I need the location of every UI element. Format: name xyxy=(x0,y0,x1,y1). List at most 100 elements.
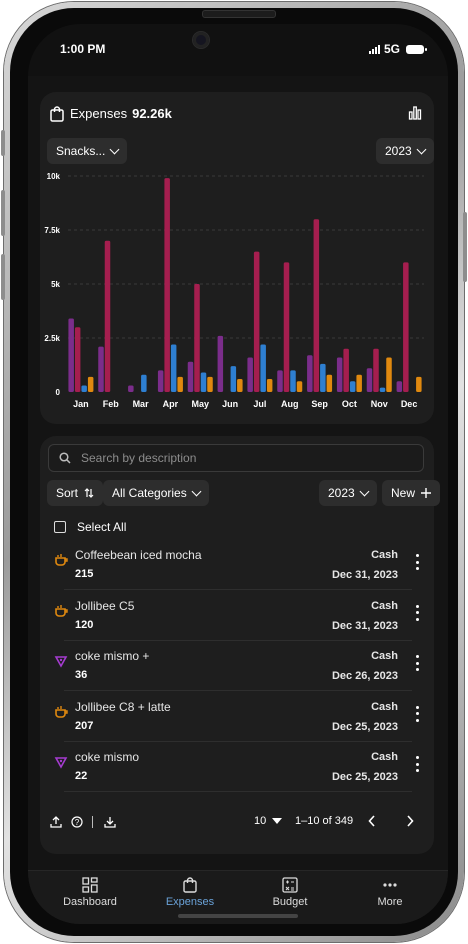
expense-amount: 215 xyxy=(75,568,94,580)
list-item[interactable]: Jollibee C5 120 Cash Dec 31, 2023 xyxy=(50,591,422,641)
bar xyxy=(230,366,237,392)
row-menu-icon[interactable] xyxy=(412,754,422,774)
screen: 1:00 PM 5G Expenses 92.26k xyxy=(28,24,448,924)
list-item[interactable]: coke mismo + 36 Cash Dec 26, 2023 xyxy=(50,641,422,691)
list-year-label: 2023 xyxy=(328,486,355,500)
bar xyxy=(277,370,283,392)
bar xyxy=(379,387,386,392)
select-all-checkbox[interactable] xyxy=(54,521,66,533)
more-icon xyxy=(383,883,397,887)
bar xyxy=(307,355,313,392)
y-tick-label: 10k xyxy=(47,172,61,181)
help-icon[interactable]: ? xyxy=(71,816,83,828)
prev-page-icon[interactable] xyxy=(368,815,376,827)
nav-expenses-label: Expenses xyxy=(165,896,215,908)
nav-expenses[interactable]: Expenses xyxy=(145,877,235,908)
bar xyxy=(290,370,296,392)
bar xyxy=(170,344,177,392)
bar xyxy=(217,335,224,392)
list-item[interactable]: coke mismo 22 Cash Dec 25, 2023 xyxy=(50,742,422,792)
sort-button[interactable]: Sort xyxy=(47,480,104,506)
row-divider xyxy=(64,740,412,742)
bar xyxy=(247,357,253,392)
bar xyxy=(141,374,147,392)
status-time: 1:00 PM xyxy=(60,42,106,56)
next-page-icon[interactable] xyxy=(406,815,414,827)
speaker-slot xyxy=(202,10,276,18)
upload-icon[interactable] xyxy=(50,816,62,828)
expense-date: Dec 31, 2023 xyxy=(331,569,398,581)
home-indicator xyxy=(178,914,298,918)
nav-dashboard[interactable]: Dashboard xyxy=(45,877,135,908)
search-box[interactable] xyxy=(48,444,424,472)
category-filter-dropdown[interactable]: All Categories xyxy=(103,480,209,506)
expenses-total: 92.26k xyxy=(132,106,172,121)
bar xyxy=(164,178,170,392)
expenses-list-card: Sort All Categories 2023 New xyxy=(40,436,441,854)
x-tick-label: Mar xyxy=(133,399,150,409)
expense-description: Coffeebean iced mocha xyxy=(75,548,202,562)
select-all-label: Select All xyxy=(77,520,127,534)
x-tick-label: Jan xyxy=(73,399,89,409)
category-dropdown[interactable]: Snacks... xyxy=(47,138,128,164)
coffee-icon xyxy=(55,604,68,617)
expense-date: Dec 25, 2023 xyxy=(331,771,398,783)
bar xyxy=(207,376,213,392)
row-divider xyxy=(64,690,412,691)
expense-amount: 120 xyxy=(75,618,94,631)
shopping-bag-icon xyxy=(183,877,197,893)
row-divider xyxy=(64,639,412,641)
list-item[interactable]: Coffeebean iced mocha 215 Cash Dec 31, 2023 xyxy=(50,540,422,590)
bar xyxy=(296,381,303,392)
bar xyxy=(98,346,104,392)
bar xyxy=(416,376,422,392)
expense-description: coke mismo xyxy=(75,750,140,764)
bar xyxy=(128,385,134,392)
nav-more[interactable]: More xyxy=(345,877,435,908)
sort-label: Sort xyxy=(56,486,79,500)
x-tick-label: Aug xyxy=(281,399,299,409)
power-button xyxy=(463,212,467,282)
list-item[interactable]: Jollibee C8 + latte 207 Cash Dec 25, 2023 xyxy=(50,692,422,742)
select-all[interactable]: Select All xyxy=(54,520,126,534)
chart-type-icon[interactable] xyxy=(408,106,422,120)
nav-budget[interactable]: Budget xyxy=(245,877,335,908)
download-icon[interactable] xyxy=(104,816,116,828)
row-menu-icon[interactable] xyxy=(412,552,422,572)
caret-down-icon xyxy=(272,818,283,824)
new-expense-button[interactable]: New xyxy=(382,480,441,506)
expenses-bar-chart: 0 2.5k 5k 7.5k 10k Jan Feb Mar Apr May Jun Jul Aug Se… xyxy=(44,172,424,409)
chart-year-dropdown[interactable]: 2023 xyxy=(376,138,434,164)
svg-text:?: ? xyxy=(75,818,80,827)
bar xyxy=(237,379,243,392)
signal-icon xyxy=(368,44,380,54)
row-menu-icon[interactable] xyxy=(412,704,422,724)
row-menu-icon[interactable] xyxy=(412,603,422,623)
bar xyxy=(320,363,326,392)
y-tick-label: 0 xyxy=(56,388,61,397)
battery-icon xyxy=(406,44,427,54)
y-tick-label: 7.5k xyxy=(44,226,60,235)
page-range: 1–10 of 349 xyxy=(295,815,354,827)
rows-per-page[interactable]: 10 xyxy=(254,815,283,827)
rows-per-page-value: 10 xyxy=(254,815,267,827)
drink-icon xyxy=(54,656,68,668)
plus-icon xyxy=(421,488,432,498)
chevron-down-icon xyxy=(359,486,370,497)
expense-payment-method: Cash xyxy=(371,650,398,662)
category-filter-label: All Categories xyxy=(112,486,187,500)
search-icon xyxy=(59,452,71,464)
bar xyxy=(313,219,320,392)
row-menu-icon[interactable] xyxy=(412,653,422,673)
x-tick-label: Jun xyxy=(222,399,238,409)
y-tick-label: 2.5k xyxy=(44,334,60,343)
list-footer: ? 10 1–10 of 349 xyxy=(40,806,434,836)
new-label: New xyxy=(391,486,416,500)
search-input[interactable] xyxy=(79,450,403,466)
expense-description: Jollibee C5 xyxy=(75,598,135,613)
list-year-dropdown[interactable]: 2023 xyxy=(319,480,377,506)
x-tick-label: Dec xyxy=(401,399,418,409)
expenses-header: Expenses 92.26k xyxy=(70,106,172,121)
row-divider xyxy=(64,791,412,792)
expense-amount: 207 xyxy=(75,719,94,732)
